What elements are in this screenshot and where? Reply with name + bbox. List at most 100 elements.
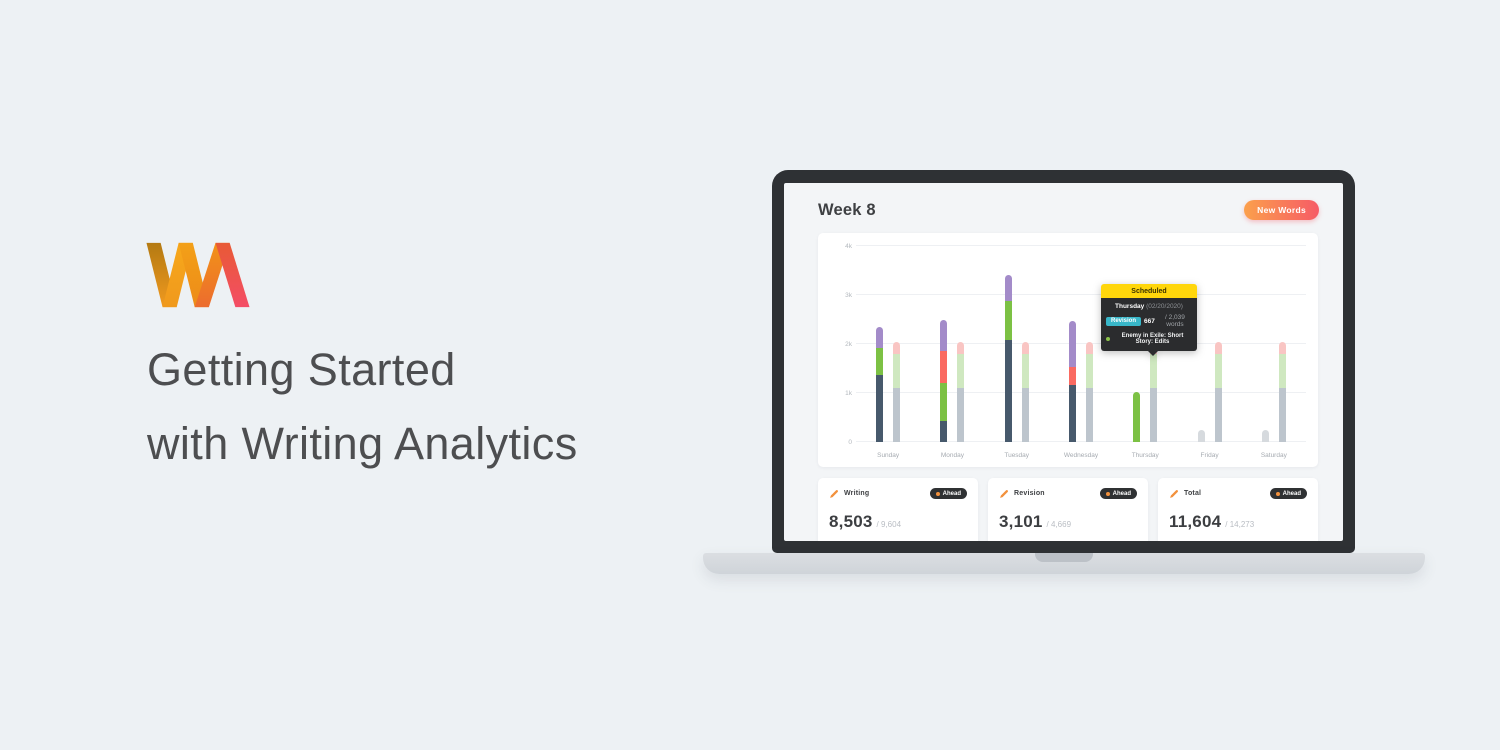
- stat-card-total: Total Ahead 11,604 / 14,273: [1158, 478, 1318, 541]
- bar-segment-green: [1004, 301, 1012, 341]
- x-axis-label: Friday: [1200, 452, 1219, 459]
- tooltip-total: / 2,039 words: [1164, 314, 1185, 328]
- stat-target: / 9,604: [876, 520, 902, 529]
- scheduled-bar[interactable]: [957, 341, 965, 442]
- bar-segment-lightGreen: [1021, 353, 1029, 389]
- gridline: [856, 392, 1306, 393]
- actual-bar[interactable]: [1133, 391, 1141, 442]
- bar-segment-green: [940, 382, 948, 422]
- new-words-button[interactable]: New Words: [1244, 200, 1319, 220]
- pencil-icon: [1169, 489, 1179, 499]
- actual-bar[interactable]: [940, 320, 948, 442]
- writing-analytics-logo: [146, 238, 250, 312]
- bar-segment-lightPink: [1085, 341, 1093, 354]
- hero-title-line1: Getting Started: [147, 344, 456, 395]
- ahead-status-icon: [1275, 491, 1280, 496]
- bar-segment-lightPink: [1021, 341, 1029, 354]
- bar-segment-lightGray: [1197, 430, 1205, 442]
- tooltip-day: Thursday: [1115, 303, 1145, 310]
- laptop-notch: [1035, 553, 1093, 562]
- chart-tooltip: Scheduled Thursday (02/20/2020) Revision…: [1101, 284, 1197, 356]
- bar-segment-slate: [876, 374, 884, 442]
- tooltip-day-line: Thursday (02/20/2020): [1106, 303, 1192, 310]
- stat-target: / 14,273: [1225, 520, 1255, 529]
- day-group-sunday: Sunday: [856, 246, 920, 459]
- tooltip-project: Enemy in Exile: Short Story: Edits: [1121, 332, 1184, 345]
- actual-bar[interactable]: [1261, 430, 1269, 442]
- scheduled-bar[interactable]: [1150, 341, 1158, 442]
- actual-bar[interactable]: [1068, 321, 1076, 442]
- day-group-monday: Monday: [920, 246, 984, 459]
- day-group-wednesday: Wednesday: [1049, 246, 1113, 459]
- scheduled-bar[interactable]: [1214, 341, 1222, 442]
- x-axis-label: Wednesday: [1063, 452, 1099, 459]
- bar-segment-gray: [1085, 388, 1093, 442]
- bar-segment-red: [940, 350, 948, 383]
- stat-label: Total: [1184, 490, 1202, 497]
- tooltip-value-line: Revision 667 / 2,039 words: [1106, 314, 1192, 328]
- actual-bar[interactable]: [876, 327, 884, 442]
- scheduled-bar[interactable]: [1278, 341, 1286, 442]
- y-axis-tick-label: 4k: [845, 243, 852, 250]
- stat-label: Revision: [1014, 490, 1045, 497]
- tooltip-amount: 667: [1144, 317, 1155, 325]
- x-axis-label: Tuesday: [1004, 452, 1030, 459]
- day-group-saturday: Saturday: [1242, 246, 1306, 459]
- bar-segment-gray: [1214, 388, 1222, 442]
- status-badge-label: Ahead: [1112, 490, 1131, 497]
- actual-bar[interactable]: [1004, 274, 1012, 442]
- bars-container: Sunday Monday Tuesday Wednesday Thursday Frid…: [856, 246, 1306, 459]
- page-title: Week 8: [818, 200, 876, 219]
- bar-segment-gray: [1021, 388, 1029, 442]
- ahead-status-icon: [1105, 491, 1110, 496]
- gridline: [856, 245, 1306, 246]
- bar-segment-slate: [940, 421, 948, 442]
- tooltip-header: Scheduled: [1101, 284, 1197, 298]
- pencil-icon: [829, 489, 839, 499]
- day-group-friday: Friday: [1177, 246, 1241, 459]
- stat-label: Writing: [844, 490, 870, 497]
- stat-card-revision: Revision Ahead 3,101 / 4,669: [988, 478, 1148, 541]
- day-group-tuesday: Tuesday: [985, 246, 1049, 459]
- stat-card-header: Total Ahead: [1169, 488, 1307, 499]
- bar-segment-green: [1133, 391, 1141, 442]
- chart-plot: 0 1k 2k 3k 4k Sunday Monday Tuesday Wednesday Thu…: [845, 243, 1306, 459]
- bar-segment-gray: [1150, 388, 1158, 442]
- weekly-chart-card: 0 1k 2k 3k 4k Sunday Monday Tuesday Wednesday Thu…: [818, 233, 1318, 467]
- bar-segment-red: [1068, 366, 1076, 385]
- bar-segment-gray: [1278, 388, 1286, 442]
- bar-segment-slate: [1004, 340, 1012, 442]
- scheduled-bar[interactable]: [1085, 341, 1093, 442]
- x-axis-label: Thursday: [1131, 452, 1159, 459]
- actual-bar[interactable]: [1197, 430, 1205, 442]
- hero-title-line2: with Writing Analytics: [147, 418, 578, 469]
- screen-header: Week 8 New Words: [818, 199, 1319, 221]
- project-dot-icon: [1106, 336, 1110, 341]
- scheduled-bar[interactable]: [893, 341, 901, 442]
- scheduled-bar[interactable]: [1021, 341, 1029, 442]
- revision-badge: Revision: [1106, 316, 1142, 326]
- laptop-base: [703, 553, 1425, 574]
- bar-segment-gray: [957, 388, 965, 442]
- stat-target: / 4,669: [1046, 520, 1072, 529]
- tooltip-body: Thursday (02/20/2020) Revision 667 / 2,0…: [1101, 298, 1197, 351]
- bar-segment-lightPink: [957, 341, 965, 354]
- tooltip-project-line: Enemy in Exile: Short Story: Edits: [1106, 333, 1192, 345]
- gridline: [856, 294, 1306, 295]
- bar-segment-lightPink: [1214, 341, 1222, 354]
- bar-segment-lightGreen: [1085, 353, 1093, 389]
- status-badge: Ahead: [1269, 488, 1307, 499]
- bar-segment-purple: [1004, 274, 1012, 302]
- bar-segment-lightGreen: [1278, 353, 1286, 389]
- bar-segment-slate: [1068, 384, 1076, 442]
- bar-segment-purple: [876, 327, 884, 348]
- bar-segment-purple: [940, 320, 948, 351]
- status-badge-label: Ahead: [1282, 490, 1301, 497]
- hero-title: Getting Started with Writing Analytics: [147, 333, 578, 481]
- tooltip-pointer-icon: [1148, 350, 1158, 356]
- app-screen: Week 8 New Words 0 1k 2k 3k 4k Sunday Monday Tu…: [784, 183, 1343, 541]
- stat-card-header: Revision Ahead: [999, 488, 1137, 499]
- bar-segment-lightGreen: [893, 353, 901, 389]
- y-axis-tick-label: 2k: [845, 341, 852, 348]
